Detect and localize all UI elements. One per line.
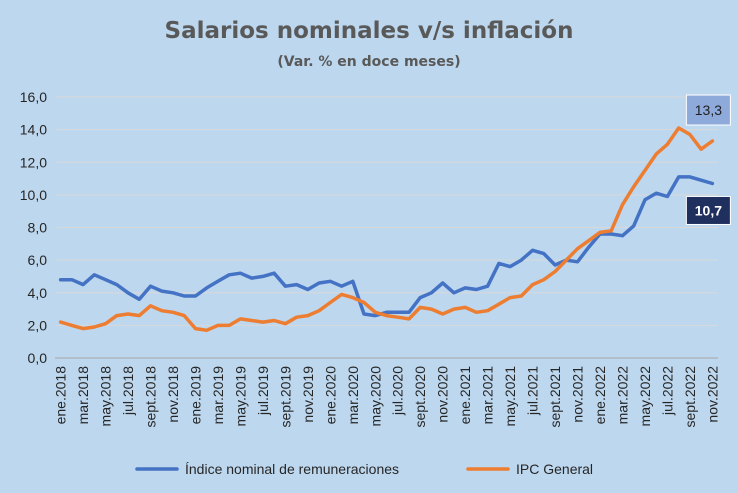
x-tick-label: nov.2022 [704, 366, 720, 423]
x-tick-label: mar.2022 [614, 366, 630, 425]
y-tick-label: 4,0 [28, 285, 48, 301]
end-value-labels: 13,3 10,7 [685, 94, 731, 225]
x-tick-label: sept.2019 [277, 366, 293, 428]
x-tick-label: may.2021 [502, 366, 518, 427]
x-tick-label: sept.2022 [682, 366, 698, 428]
chart-title: Salarios nominales v/s inflación [165, 18, 574, 44]
x-tick-label: jul.2019 [255, 366, 271, 416]
x-tick-label: mar.2021 [480, 366, 496, 425]
y-axis: 0,0 2,0 4,0 6,0 8,0 10,0 12,0 14,0 16,0 [20, 89, 47, 366]
y-tick-label: 0,0 [28, 350, 48, 366]
x-tick-label: ene.2021 [457, 366, 473, 425]
series-lines [58, 126, 715, 333]
y-tick-label: 14,0 [20, 122, 47, 138]
chart-subtitle: (Var. % en doce meses) [277, 54, 460, 70]
x-tick-label: mar.2018 [75, 366, 91, 425]
value-label-box [685, 94, 731, 126]
series-line-1 [58, 175, 715, 318]
y-tick-label: 12,0 [20, 154, 47, 170]
x-tick-label: may.2022 [637, 366, 653, 427]
x-tick-label: jul.2018 [120, 366, 136, 416]
y-tick-label: 8,0 [28, 220, 48, 236]
x-tick-label: nov.2020 [435, 366, 451, 423]
value-label-box [685, 195, 731, 225]
x-tick-label: jul.2020 [390, 366, 406, 416]
x-tick-label: ene.2022 [592, 366, 608, 425]
x-axis: ene.2018 mar.2018 may.2018 jul.2018 sept.201… [53, 366, 721, 428]
x-tick-label: sept.2018 [143, 366, 159, 428]
x-tick-label: mar.2019 [210, 366, 226, 425]
y-tick-label: 16,0 [20, 89, 47, 105]
x-tick-label: may.2019 [232, 366, 248, 427]
value-label: 13,3 [695, 102, 722, 118]
x-tick-label: mar.2020 [345, 366, 361, 425]
x-tick-label: nov.2019 [300, 366, 316, 423]
x-tick-label: ene.2020 [322, 366, 338, 425]
x-tick-label: sept.2020 [412, 366, 428, 428]
x-tick-label: ene.2018 [53, 366, 69, 425]
legend: Índice nominal de remuneraciones IPC Gene… [135, 461, 593, 477]
x-tick-label: may.2018 [98, 366, 114, 427]
legend-label: IPC General [516, 461, 593, 477]
x-tick-label: sept.2021 [547, 366, 563, 428]
x-tick-label: ene.2019 [187, 366, 203, 425]
x-tick-label: nov.2021 [570, 366, 586, 423]
x-tick-label: jul.2022 [659, 366, 675, 416]
x-tick-label: jul.2021 [525, 366, 541, 416]
series-line-2 [58, 126, 715, 333]
y-tick-label: 6,0 [28, 252, 48, 268]
y-tick-label: 2,0 [28, 317, 48, 333]
legend-label: Índice nominal de remuneraciones [185, 461, 399, 477]
y-tick-label: 10,0 [20, 187, 47, 203]
x-tick-label: may.2020 [367, 366, 383, 427]
value-label: 10,7 [695, 202, 722, 218]
x-tick-label: nov.2018 [165, 366, 181, 423]
